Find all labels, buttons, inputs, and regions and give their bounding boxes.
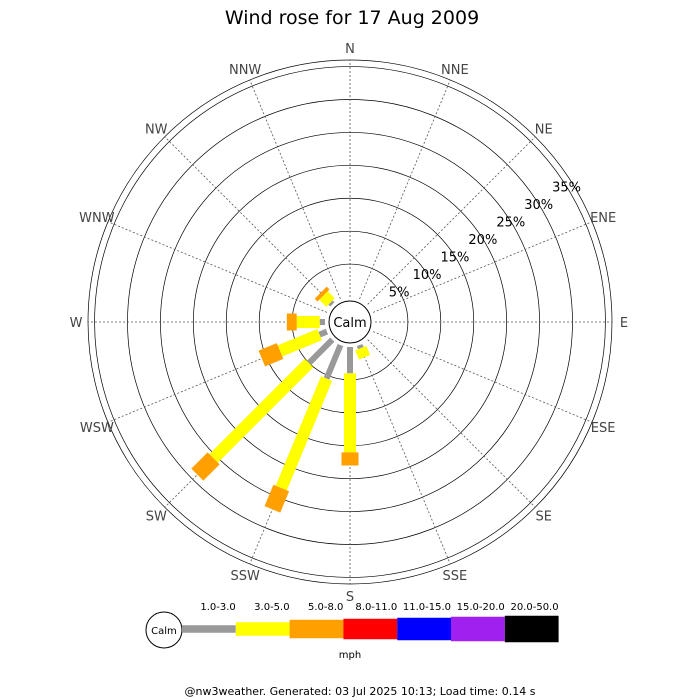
legend-label-5.0-8.0: 5.0-8.0 (308, 602, 343, 613)
spoke-ene (372, 221, 593, 313)
bar-sw-1.0-3.0 (306, 337, 335, 366)
direction-label-wnw: WNW (79, 211, 115, 226)
direction-label-n: N (345, 42, 355, 57)
direction-label-nne: NNE (441, 63, 469, 78)
bar-nw-5.0-8.0 (314, 286, 330, 302)
wind-bars (191, 286, 371, 513)
bar-sw-3.0-5.0 (209, 358, 314, 463)
calm-label: Calm (333, 316, 366, 331)
ring-label-30: 30% (524, 198, 553, 213)
direction-label-e: E (620, 316, 628, 331)
bar-sse-1.0-3.0 (356, 343, 364, 350)
bar-nw-1.0-3.0 (328, 300, 335, 307)
direction-label-wsw: WSW (80, 421, 114, 436)
legend-label-1.0-3.0: 1.0-3.0 (200, 602, 235, 613)
spoke-nw (164, 136, 333, 305)
spoke-wsw (107, 331, 328, 423)
ring-label-5: 5% (389, 285, 410, 300)
spoke-ese (372, 331, 593, 423)
spoke-sw (164, 339, 333, 508)
bar-wsw-5.0-8.0 (258, 343, 284, 367)
bar-ssw-5.0-8.0 (264, 484, 290, 513)
spoke-ne (367, 136, 536, 305)
direction-label-se: SE (536, 510, 552, 525)
bar-wsw-1.0-3.0 (318, 328, 329, 338)
direction-label-s: S (346, 590, 354, 605)
legend-unit: mph (339, 650, 361, 661)
direction-label-sw: SW (146, 510, 167, 525)
direction-label-sse: SSE (442, 569, 467, 584)
bar-wsw-3.0-5.0 (277, 329, 322, 357)
ring-label-20: 20% (468, 233, 497, 248)
legend-calm-label: Calm (151, 626, 177, 637)
legend-label-15.0-20.0: 15.0-20.0 (457, 602, 505, 613)
legend-label-11.0-15.0: 11.0-15.0 (403, 602, 451, 613)
bar-nw-3.0-5.0 (319, 291, 335, 307)
ring-label-35: 35% (552, 181, 581, 196)
spoke-nnw (249, 79, 341, 300)
calm-center-circle (328, 300, 372, 344)
footer-text: @nw3weather. Generated: 03 Jul 2025 10:1… (185, 685, 536, 698)
spoke-nne (359, 79, 451, 300)
grid-ring-35 (94, 66, 606, 578)
direction-label-w: W (70, 316, 83, 331)
chart-title: Wind rose for 17 Aug 2009 (225, 7, 479, 29)
spoke-ssw (249, 344, 341, 565)
direction-label-ese: ESE (591, 421, 616, 436)
spoke-wnw (107, 221, 328, 313)
spoke-sse (359, 344, 451, 565)
legend-label-8.0-11.0: 8.0-11.0 (355, 602, 397, 613)
ring-label-25: 25% (496, 216, 525, 231)
direction-label-ssw: SSW (230, 569, 260, 584)
legend-label-3.0-5.0: 3.0-5.0 (254, 602, 289, 613)
legend: Calm 1.0-3.0 3.0-5.0 5.0-8.0 8.0-11.0 11.0-1… (145, 602, 559, 661)
legend-items: 1.0-3.0 3.0-5.0 5.0-8.0 8.0-11.0 11.0-15.0 15… (182, 602, 559, 643)
bar-ssw-1.0-3.0 (323, 343, 344, 380)
ring-label-15: 15% (440, 250, 469, 265)
calm-circle: Calm (328, 300, 372, 344)
bar-sw-5.0-8.0 (191, 452, 220, 481)
bar-ssw-3.0-5.0 (275, 376, 333, 491)
legend-label-20.0-50.0: 20.0-50.0 (510, 602, 558, 613)
ring-label-10: 10% (413, 268, 442, 283)
direction-label-nw: NW (145, 122, 168, 137)
direction-label-ene: ENE (590, 211, 616, 226)
spoke-se (367, 339, 536, 508)
polar-grid: N NNE NE ENE E ESE SE SSE S SSW SW WSW W WNW NW NNW 5%10… (70, 42, 629, 605)
direction-label-nnw: NNW (229, 63, 261, 78)
bar-sse-3.0-5.0 (355, 345, 371, 360)
grid-ring-20 (192, 164, 508, 480)
direction-label-ne: NE (535, 122, 553, 137)
